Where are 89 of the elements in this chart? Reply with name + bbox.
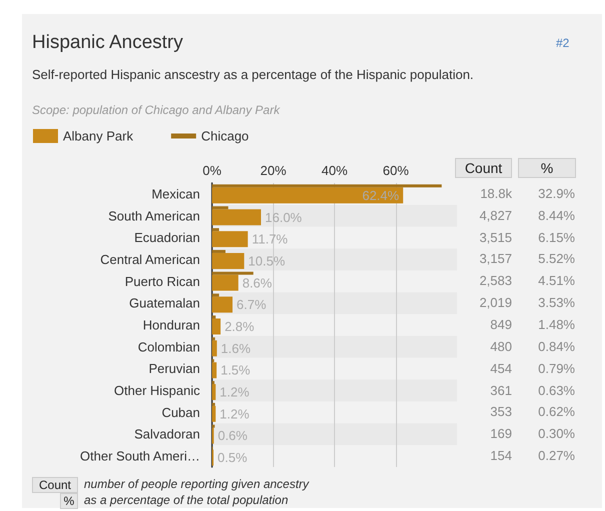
text: 0.27% — [538, 448, 575, 464]
text: number of people reporting given ancestry — [84, 477, 309, 491]
text: 3,515 — [478, 230, 512, 245]
bar — [212, 362, 217, 378]
text: #2 — [556, 36, 570, 50]
text: % — [60, 493, 78, 509]
text: 361 — [489, 382, 512, 398]
bar — [212, 272, 254, 275]
y-tick-label: Other South Ameri… — [80, 448, 200, 464]
data-label: 0.5% — [218, 450, 248, 466]
y-tick-label: Guatemalan — [129, 296, 200, 311]
text: Count — [32, 477, 78, 493]
bar — [212, 187, 404, 204]
data-label: 6.7% — [236, 297, 267, 312]
x-tick-label: 60% — [382, 163, 410, 178]
text: 480 — [489, 338, 512, 354]
bar — [212, 206, 228, 210]
data-label: 1.2% — [220, 384, 250, 400]
bar — [212, 318, 221, 334]
data-label: 16.0% — [265, 210, 302, 225]
bar — [212, 294, 220, 297]
text: 4,827 — [478, 208, 512, 223]
text: % — [518, 158, 576, 178]
x-tick-label: 20% — [260, 163, 287, 178]
y-tick-label: Other Hispanic — [114, 383, 200, 398]
y-tick-label: Peruvian — [148, 361, 200, 376]
x-tick-label: 0% — [202, 163, 222, 178]
data-label: 1.2% — [220, 406, 250, 422]
bar — [212, 252, 244, 269]
data-label: 1.5% — [220, 362, 251, 378]
y-tick-label: Puerto Rican — [124, 274, 200, 289]
text: Count — [455, 158, 512, 178]
text: 2,019 — [478, 295, 512, 310]
bar — [212, 424, 215, 428]
bar — [212, 231, 248, 248]
text: 18.8k — [479, 186, 512, 201]
y-tick-label: Honduran — [142, 318, 200, 332]
text: 169 — [489, 426, 512, 442]
text: 3,157 — [478, 251, 512, 266]
text: 4.51% — [538, 273, 575, 288]
text: 6.15% — [538, 230, 575, 245]
bar — [212, 316, 216, 318]
data-label: 1.6% — [220, 340, 251, 356]
text: 8.44% — [538, 208, 575, 223]
bar — [212, 274, 238, 291]
text: 3.53% — [538, 295, 575, 310]
data-label: 0.6% — [218, 428, 248, 444]
text: 0.84% — [538, 338, 575, 354]
text: 32.9% — [538, 186, 575, 201]
bar — [212, 337, 216, 340]
chart-title: Hispanic Ancestry — [32, 32, 184, 54]
y-tick-label: Colombian — [138, 339, 200, 354]
y-tick-label: Ecuadorian — [134, 230, 200, 246]
data-label: 10.5% — [248, 253, 286, 268]
text: 849 — [489, 317, 512, 332]
y-tick-label: Salvadoran — [134, 426, 200, 442]
bar — [212, 402, 216, 406]
text: 5.52% — [538, 251, 575, 266]
bar — [212, 384, 216, 400]
y-tick-label: Cuban — [162, 404, 200, 420]
data-label: 8.6% — [242, 275, 272, 290]
legend-label: Albany Park — [63, 128, 134, 144]
text: 0.63% — [538, 382, 575, 398]
data-label: 2.8% — [224, 319, 255, 334]
bar — [212, 296, 233, 313]
text: as a percentage of the total population — [84, 493, 288, 507]
y-tick-label: Central American — [100, 252, 200, 267]
y-tick-label: Mexican — [152, 186, 200, 202]
text: 0.30% — [538, 426, 575, 442]
bar — [212, 406, 216, 422]
bar — [212, 184, 442, 188]
text: 2,583 — [478, 273, 512, 288]
bar — [212, 209, 261, 226]
bar — [212, 340, 217, 356]
text: 0.79% — [538, 360, 575, 376]
bar — [212, 228, 220, 232]
x-tick-label: 40% — [321, 163, 348, 178]
chart-subtitle: Self-reported Hispanic anscestry as a percentage of the Hispanic population. — [32, 66, 475, 84]
y-tick-label: South American — [108, 208, 200, 224]
text: 1.48% — [538, 317, 575, 332]
text: Scope: population of Chicago and Albany Park — [32, 103, 280, 117]
data-label: 62.4% — [362, 188, 400, 203]
text: 154 — [489, 448, 512, 464]
text: 0.62% — [538, 404, 575, 420]
bar — [212, 250, 226, 253]
legend-label: Chicago — [201, 128, 249, 144]
text: 454 — [489, 360, 512, 376]
text: 353 — [489, 404, 512, 420]
data-label: 11.7% — [252, 232, 288, 247]
